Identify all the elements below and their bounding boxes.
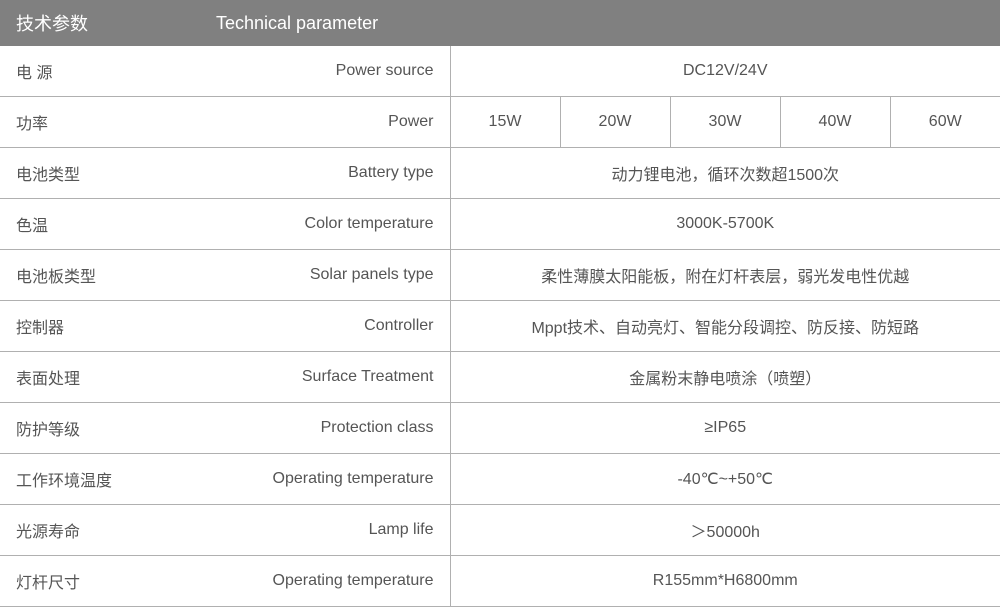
label-en: Power [200,97,450,148]
value-subcell: 20W [560,97,670,148]
label-en: Solar panels type [200,250,450,301]
label-cn: 光源寿命 [0,505,200,556]
header-cn: 技术参数 [0,0,200,46]
table-row: 电 源 Power source DC12V/24V [0,46,1000,97]
label-en: Operating temperature [200,556,450,607]
table-row: 色温 Color temperature 3000K-5700K [0,199,1000,250]
spec-table: 技术参数 Technical parameter 电 源 Power sourc… [0,0,1000,607]
value-cell: -40℃~+50℃ [450,454,1000,505]
table-row: 防护等级 Protection class ≥IP65 [0,403,1000,454]
value-subcell: 40W [780,97,890,148]
label-cn: 电池板类型 [0,250,200,301]
value-cell: Mppt技术、自动亮灯、智能分段调控、防反接、防短路 [450,301,1000,352]
header-en: Technical parameter [200,0,1000,46]
table-header-row: 技术参数 Technical parameter [0,0,1000,46]
value-subcell: 15W [450,97,560,148]
table-row: 工作环境温度 Operating temperature -40℃~+50℃ [0,454,1000,505]
label-cn: 表面处理 [0,352,200,403]
value-cell: 3000K-5700K [450,199,1000,250]
label-cn: 控制器 [0,301,200,352]
label-cn: 灯杆尺寸 [0,556,200,607]
table-row: 电池板类型 Solar panels type 柔性薄膜太阳能板，附在灯杆表层，… [0,250,1000,301]
value-cell: 柔性薄膜太阳能板，附在灯杆表层，弱光发电性优越 [450,250,1000,301]
value-subcell: 30W [670,97,780,148]
table-row: 电池类型 Battery type 动力锂电池，循环次数超1500次 [0,148,1000,199]
label-en: Color temperature [200,199,450,250]
table-row: 功率 Power 15W 20W 30W 40W 60W [0,97,1000,148]
label-cn: 色温 [0,199,200,250]
table-row: 灯杆尺寸 Operating temperature R155mm*H6800m… [0,556,1000,607]
table-row: 控制器 Controller Mppt技术、自动亮灯、智能分段调控、防反接、防短… [0,301,1000,352]
table-row: 光源寿命 Lamp life ＞50000h [0,505,1000,556]
label-cn: 功率 [0,97,200,148]
label-en: Battery type [200,148,450,199]
label-cn: 防护等级 [0,403,200,454]
label-en: Surface Treatment [200,352,450,403]
value-cell: R155mm*H6800mm [450,556,1000,607]
label-en: Protection class [200,403,450,454]
label-cn: 工作环境温度 [0,454,200,505]
value-cell: DC12V/24V [450,46,1000,97]
label-cn: 电池类型 [0,148,200,199]
value-cell: ≥IP65 [450,403,1000,454]
table-row: 表面处理 Surface Treatment 金属粉末静电喷涂（喷塑） [0,352,1000,403]
label-en: Power source [200,46,450,97]
value-cell: 动力锂电池，循环次数超1500次 [450,148,1000,199]
value-subcell: 60W [890,97,1000,148]
label-en: Controller [200,301,450,352]
value-cell: 金属粉末静电喷涂（喷塑） [450,352,1000,403]
label-cn: 电 源 [0,46,200,97]
value-cell: ＞50000h [450,505,1000,556]
label-en: Operating temperature [200,454,450,505]
label-en: Lamp life [200,505,450,556]
